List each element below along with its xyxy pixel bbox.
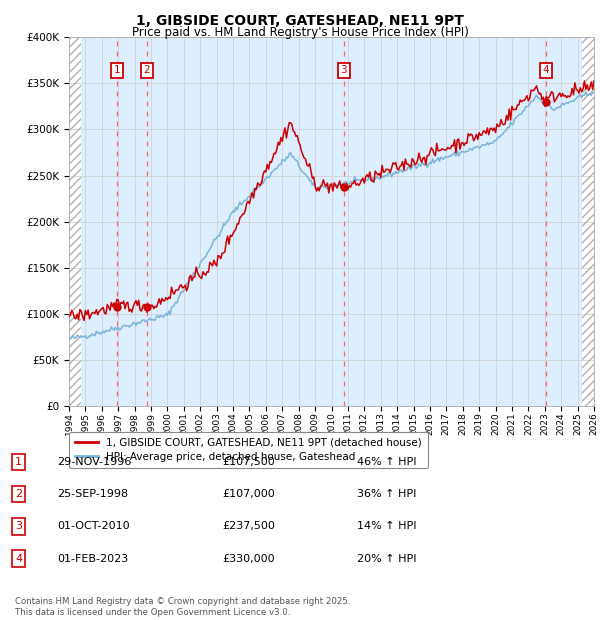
Text: 3: 3 [15, 521, 22, 531]
Text: 4: 4 [15, 554, 22, 564]
Text: 25-SEP-1998: 25-SEP-1998 [57, 489, 128, 499]
Text: £107,500: £107,500 [222, 457, 275, 467]
Text: Price paid vs. HM Land Registry's House Price Index (HPI): Price paid vs. HM Land Registry's House … [131, 26, 469, 39]
Text: 1: 1 [15, 457, 22, 467]
Bar [69, 37, 82, 406]
Text: £237,500: £237,500 [222, 521, 275, 531]
Text: 46% ↑ HPI: 46% ↑ HPI [357, 457, 416, 467]
Text: 4: 4 [543, 65, 550, 76]
Text: Contains HM Land Registry data © Crown copyright and database right 2025.
This d: Contains HM Land Registry data © Crown c… [15, 598, 350, 617]
Text: 36% ↑ HPI: 36% ↑ HPI [357, 489, 416, 499]
Text: 1: 1 [113, 65, 120, 76]
Bar [581, 37, 594, 406]
Text: 20% ↑ HPI: 20% ↑ HPI [357, 554, 416, 564]
Text: £330,000: £330,000 [222, 554, 275, 564]
Text: 01-FEB-2023: 01-FEB-2023 [57, 554, 128, 564]
Text: 29-NOV-1996: 29-NOV-1996 [57, 457, 131, 467]
Text: 2: 2 [15, 489, 22, 499]
Legend: 1, GIBSIDE COURT, GATESHEAD, NE11 9PT (detached house), HPI: Average price, deta: 1, GIBSIDE COURT, GATESHEAD, NE11 9PT (d… [69, 432, 428, 468]
Text: 3: 3 [340, 65, 347, 76]
Text: 1, GIBSIDE COURT, GATESHEAD, NE11 9PT: 1, GIBSIDE COURT, GATESHEAD, NE11 9PT [136, 14, 464, 28]
Text: 01-OCT-2010: 01-OCT-2010 [57, 521, 130, 531]
Bar [69, 37, 82, 406]
Text: 14% ↑ HPI: 14% ↑ HPI [357, 521, 416, 531]
Bar [581, 37, 594, 406]
Text: 2: 2 [143, 65, 150, 76]
Text: £107,000: £107,000 [222, 489, 275, 499]
